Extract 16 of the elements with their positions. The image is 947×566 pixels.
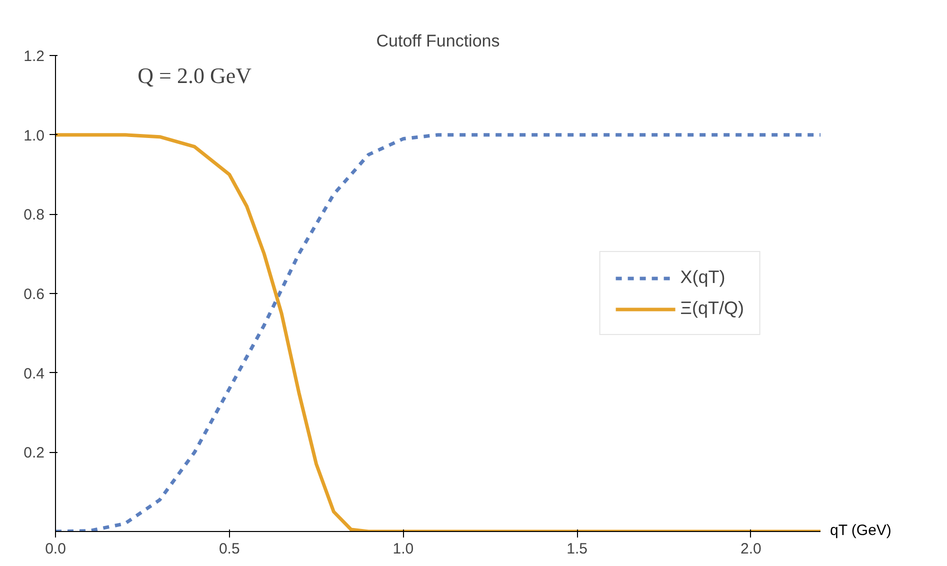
y-tick-label: 1.2 (24, 48, 45, 65)
y-tick-label: 1.0 (24, 127, 45, 144)
x-tick-label: 0.5 (218, 540, 240, 558)
x-axis-title: qT (GeV) (830, 521, 892, 541)
x-tick-label: 2.0 (740, 540, 762, 558)
y-tick-label: 0.8 (24, 206, 45, 224)
x-tick-label: 0.0 (45, 540, 66, 558)
y-tick-label: 0.2 (24, 444, 45, 462)
legend-label: X(qT) (680, 267, 726, 288)
chart-subtitle: Q = 2.0 GeV (138, 62, 252, 88)
x-tick-label: 1.5 (566, 540, 588, 558)
chart-title: Cutoff Functions (376, 32, 500, 50)
legend-label: Ξ(qT/Q) (680, 298, 744, 319)
y-tick-label: 0.4 (24, 365, 45, 382)
y-tick-label: 0.6 (24, 286, 45, 303)
x-tick-label: 1.0 (392, 540, 414, 558)
